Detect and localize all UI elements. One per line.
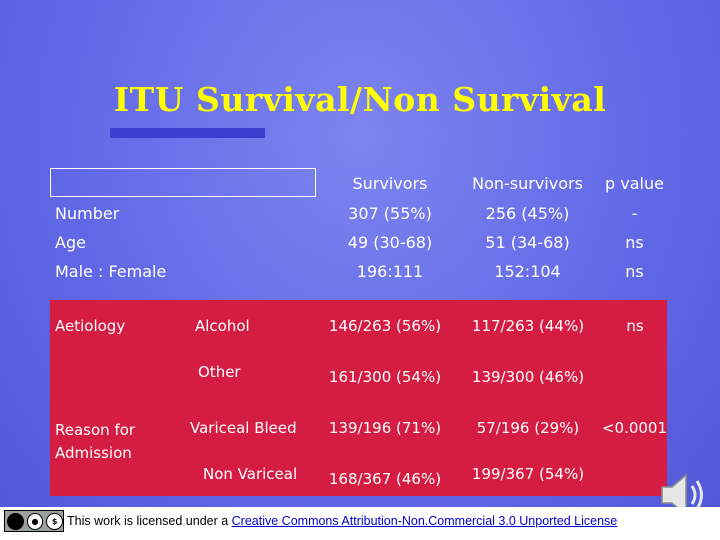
- sex-ratio-p-value: ns: [625, 262, 644, 281]
- other-survivors: 161/300 (54%): [328, 368, 442, 386]
- variceal-p-value: <0.0001: [601, 419, 668, 437]
- slide-title: ITU Survival/Non Survival: [113, 80, 607, 119]
- sex-ratio-survivors: 196:111: [356, 262, 424, 281]
- column-header-survivors: Survivors: [352, 174, 428, 193]
- row-label-age: Age: [55, 233, 86, 252]
- alcohol-p-value: ns: [626, 317, 644, 335]
- alcohol-survivors: 146/263 (56%): [328, 317, 442, 335]
- admission-label: Reason for Admission: [55, 421, 136, 462]
- creative-commons-badge[interactable]: ● $: [4, 510, 64, 532]
- row-label-sex-ratio: Male : Female: [55, 262, 167, 281]
- variceal-survivors: 139/196 (71%): [328, 419, 442, 437]
- header-empty-cell: [50, 168, 316, 197]
- license-prefix: This work is licensed under a: [67, 514, 232, 528]
- column-header-non-survivors: Non-survivors: [472, 174, 583, 193]
- variceal-label: Variceal Bleed: [190, 419, 297, 437]
- other-label: Other: [198, 363, 241, 381]
- noncommercial-icon: $: [46, 512, 64, 530]
- variceal-non-survivors: 57/196 (29%): [476, 419, 580, 437]
- number-non-survivors: 256 (45%): [485, 204, 570, 223]
- number-p-value: -: [631, 204, 638, 223]
- sex-ratio-non-survivors: 152:104: [494, 262, 561, 281]
- attribution-icon: ●: [26, 512, 44, 530]
- non-variceal-non-survivors: 199/367 (54%): [471, 465, 585, 483]
- non-variceal-label: Non Variceal: [203, 465, 298, 483]
- cc-icon: [7, 512, 24, 530]
- column-header-p-value: p value: [605, 174, 664, 193]
- non-variceal-survivors: 168/367 (46%): [328, 470, 442, 488]
- aetiology-admission-panel: [50, 300, 667, 496]
- age-p-value: ns: [625, 233, 644, 252]
- aetiology-label: Aetiology: [55, 317, 126, 335]
- license-footer: [0, 507, 720, 540]
- age-non-survivors: 51 (34-68): [485, 233, 570, 252]
- alcohol-non-survivors: 117/263 (44%): [471, 317, 585, 335]
- title-underline: [110, 128, 265, 138]
- license-link[interactable]: Creative Commons Attribution-Non.Commerc…: [231, 514, 618, 528]
- alcohol-label: Alcohol: [195, 317, 250, 335]
- license-text: This work is licensed under a Creative C…: [67, 514, 617, 528]
- number-survivors: 307 (55%): [348, 204, 432, 223]
- other-non-survivors: 139/300 (46%): [471, 368, 585, 386]
- age-survivors: 49 (30-68): [347, 233, 433, 252]
- row-label-number: Number: [55, 204, 120, 223]
